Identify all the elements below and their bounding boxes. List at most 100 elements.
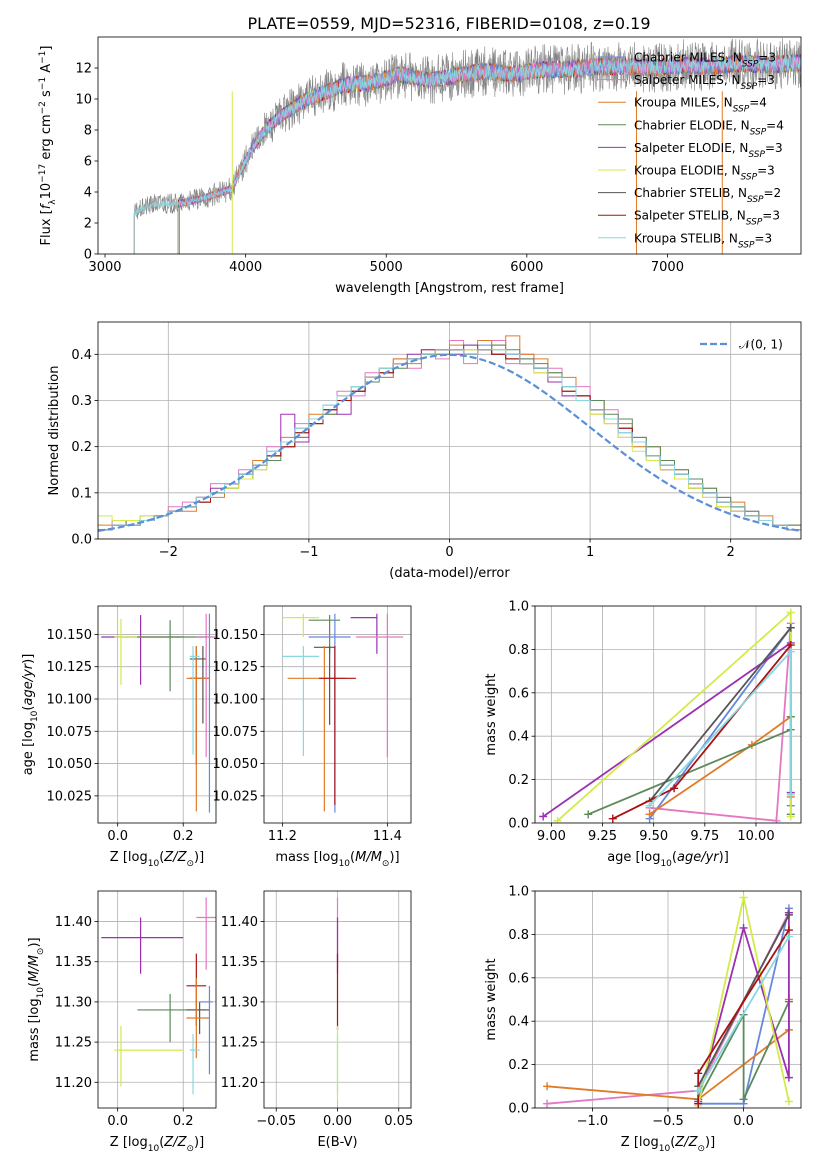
y-tick-label: 10.075 [213,725,259,740]
legend-entry: Chabrier MILES, NSSP=3 [634,51,776,70]
plot-area [133,37,801,254]
errorbar-point [196,613,216,758]
weight-marker [786,812,795,821]
x-tick-label: 0.00 [323,1114,352,1129]
y-tick-label: 11.40 [55,915,92,930]
y-tick-label: 10.125 [213,660,259,675]
errorbar-point [196,897,216,970]
weight-marker [784,910,793,919]
y-tick-label: 0.1 [71,486,92,501]
y-tick-label: 0.0 [71,533,92,548]
plot-area [98,606,216,823]
axes-frame [97,321,802,540]
x-axis-label: mass [log10(M/M⊙)] [275,850,399,869]
y-tick-label: 0 [84,248,92,263]
x-tick-label: 10.00 [737,829,774,844]
y-tick-label: 10.050 [213,757,259,772]
weight-marker [608,814,617,823]
y-tick-label: 10.075 [47,725,93,740]
x-tick-label: −0.5 [652,1114,684,1129]
legend-entry: Kroupa MILES, NSSP=4 [634,96,767,115]
x-tick-label: 9.75 [690,829,719,844]
x-tick-label: 0.0 [107,1114,128,1129]
errorbar-point [186,977,210,1059]
y-tick-label: 11.35 [55,955,92,970]
axes-frame [97,36,802,255]
y-axis-label: Flux [fλ10−17 erg cm−2 s−1 A−1] [38,46,58,246]
y-tick-label: 11.40 [221,915,258,930]
y-tick-label: 12 [75,62,92,77]
y-tick-label: 10.100 [213,693,259,708]
spectrum-line [133,54,801,254]
weight-marker [584,810,593,819]
figure-title: PLATE=0559, MJD=52316, FIBERID=0108, z=0… [247,14,650,33]
legend-entry: 𝒩(0, 1) [739,338,783,352]
y-tick-label: 10.025 [213,789,259,804]
plot-area [98,322,801,539]
y-axis-label: mass weight [484,958,499,1040]
chart-age_vs_z: 0.0 0.2 10.025 10.050 10.075 10.100 10.125 10.1… [21,605,217,869]
plot-area [98,891,216,1108]
x-tick-label: 11.4 [373,829,402,844]
y-axis-label: age [log10(age/yr)] [21,654,40,776]
axes-frame [263,605,412,824]
chart-mass_vs_z: 0.0 0.2 11.20 11.25 11.30 11.35 11.40 Z [log10(… [27,890,217,1154]
x-tick-label: 0 [445,545,453,560]
chart-mass_vs_ebv: −0.05 0.00 0.05 11.20 11.25 11.30 11.35 11.40 E(… [221,890,413,1150]
x-tick-label: 0.0 [107,829,128,844]
y-tick-label: 10.100 [47,693,93,708]
x-tick-label: 9.50 [639,829,668,844]
y-tick-label: 0.4 [508,730,529,745]
y-tick-label: 0.4 [508,1015,529,1030]
legend-entry: Salpeter ELODIE, NSSP=3 [634,141,783,160]
weight-marker [670,784,679,793]
errorbar-point [114,618,184,685]
x-axis-label: age [log10(age/yr)] [607,850,729,869]
y-tick-label: 11.30 [221,995,258,1010]
y-tick-label: 10.050 [47,757,93,772]
weight-marker [739,1095,748,1104]
weight-series [553,608,795,823]
errorbar-point [287,646,346,812]
weight-marker [645,810,654,819]
axes-frame [263,890,412,1109]
x-tick-label: −1.0 [577,1114,609,1129]
x-tick-label: 5000 [370,260,403,275]
chart-weight_vs_z: −1.0 −0.5 0.0 0.0 0.2 0.4 0.6 0.8 1.0 Z [log10(Z/… [484,885,802,1154]
errorbar-point [199,985,213,1075]
weight-series [694,932,793,1095]
errorbar-point [114,1026,184,1087]
x-axis-label: E(B-V) [317,1135,357,1150]
y-tick-label: 1.0 [508,885,529,900]
weight-line [648,627,792,802]
normal-curve [98,353,801,532]
weight-series [539,638,795,821]
y-tick-label: 2 [84,217,92,232]
chart-age_vs_mass: 11.2 11.4 10.025 10.050 10.075 10.100 10.125 10… [213,605,412,869]
x-tick-label: 9.00 [537,829,566,844]
chart-residuals: −2 −1 0 1 2 0.0 0.1 0.2 0.3 0.4 (data-model)/error… [47,321,802,581]
y-tick-label: 10.125 [47,660,93,675]
x-axis-label: Z [log10(Z/Z⊙)] [621,1135,715,1154]
errorbar-point [282,646,320,756]
spectrum-line [179,55,801,254]
weight-marker [694,1086,703,1095]
errorbar-point [350,613,378,654]
errorbar-point [101,917,184,974]
errorbar-point [282,613,320,637]
y-tick-label: 0.8 [508,643,529,658]
axes-frame [534,890,802,1109]
x-tick-label: 6000 [510,260,543,275]
weight-marker [784,1097,793,1106]
x-tick-label: 0.2 [173,1114,194,1129]
y-tick-label: 0.0 [508,1102,529,1117]
x-tick-label: 0.0 [733,1114,754,1129]
legend-entry: Salpeter MILES, NSSP=3 [634,73,775,92]
y-tick-label: 11.20 [55,1076,92,1091]
weight-marker [772,816,781,823]
legend-entry: Kroupa STELIB, NSSP=3 [634,231,772,250]
weight-marker [694,1099,703,1108]
errorbar-point [189,1034,200,1095]
x-axis-label: wavelength [Angstrom, rest frame] [335,281,564,296]
